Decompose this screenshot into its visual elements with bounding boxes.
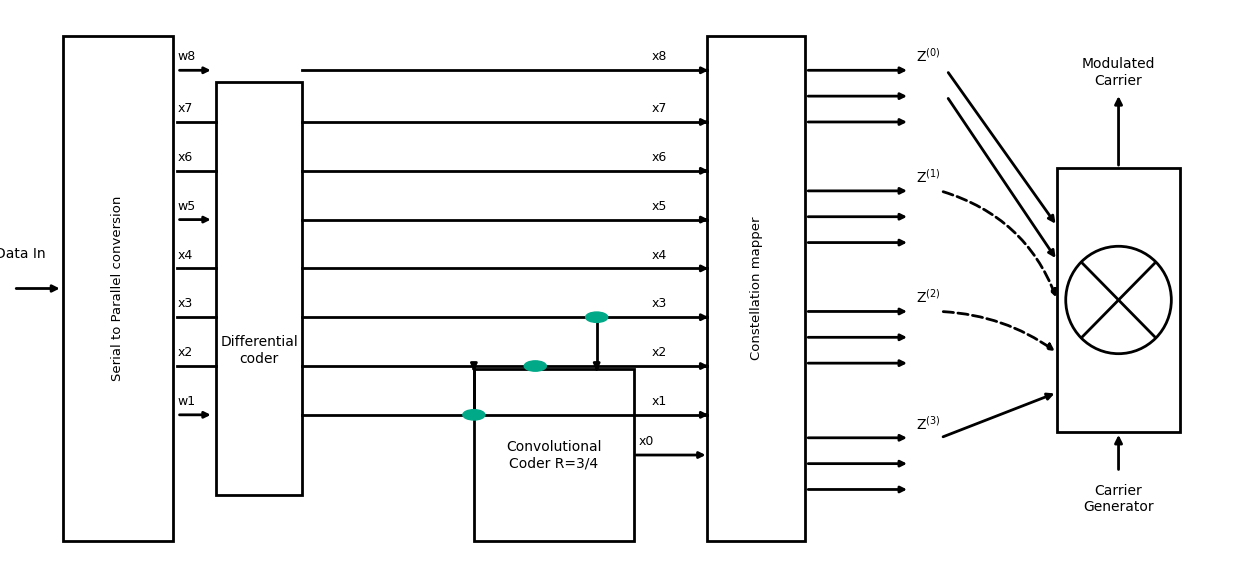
Text: Data In: Data In <box>0 247 45 261</box>
Text: Serial to Parallel conversion: Serial to Parallel conversion <box>112 196 124 381</box>
Text: Z$^{(3)}$: Z$^{(3)}$ <box>916 414 940 432</box>
FancyBboxPatch shape <box>1057 168 1180 432</box>
Text: x7: x7 <box>178 102 193 115</box>
Text: Z$^{(2)}$: Z$^{(2)}$ <box>916 288 940 306</box>
FancyBboxPatch shape <box>474 369 634 541</box>
Text: x7: x7 <box>651 102 668 115</box>
Text: Modulated
Carrier: Modulated Carrier <box>1082 57 1156 88</box>
Text: x0: x0 <box>639 435 654 448</box>
Text: Constellation mapper: Constellation mapper <box>749 217 763 360</box>
Text: Z$^{(1)}$: Z$^{(1)}$ <box>916 167 940 185</box>
Text: w1: w1 <box>178 395 196 408</box>
Text: w5: w5 <box>178 200 196 213</box>
Text: x3: x3 <box>178 297 193 310</box>
FancyBboxPatch shape <box>63 36 173 541</box>
Circle shape <box>525 361 546 371</box>
Text: Carrier
Generator: Carrier Generator <box>1083 484 1153 514</box>
Text: x1: x1 <box>651 395 668 408</box>
Text: Differential
coder: Differential coder <box>220 335 297 366</box>
Text: x2: x2 <box>178 346 193 359</box>
Text: Convolutional
Coder R=3/4: Convolutional Coder R=3/4 <box>506 440 601 470</box>
Text: x8: x8 <box>651 50 668 63</box>
Text: w8: w8 <box>178 50 196 63</box>
Circle shape <box>463 410 484 420</box>
Text: x3: x3 <box>651 297 668 310</box>
Text: x2: x2 <box>651 346 668 359</box>
FancyBboxPatch shape <box>708 36 806 541</box>
Text: Z$^{(0)}$: Z$^{(0)}$ <box>916 47 940 65</box>
Text: x6: x6 <box>178 151 193 164</box>
Text: x5: x5 <box>651 200 668 213</box>
Text: x4: x4 <box>651 249 668 261</box>
FancyBboxPatch shape <box>216 82 302 495</box>
Circle shape <box>586 312 607 323</box>
Text: x4: x4 <box>178 249 193 261</box>
Text: x6: x6 <box>651 151 668 164</box>
